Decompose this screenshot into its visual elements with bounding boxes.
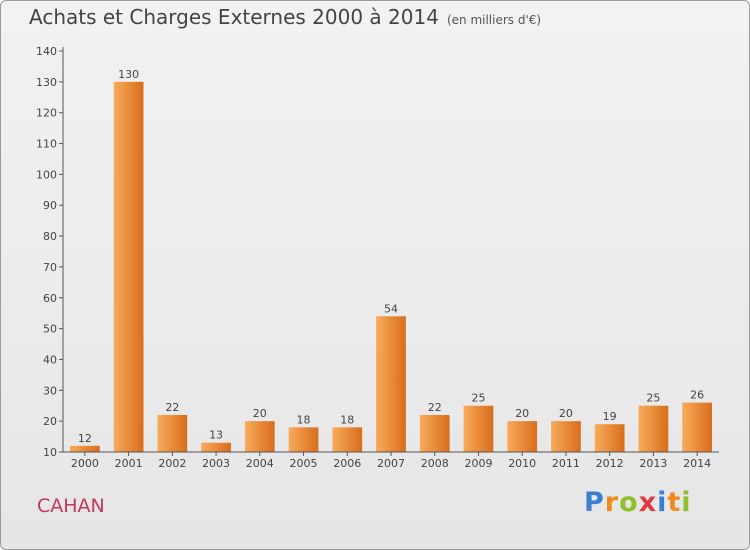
x-tick-label-2003: 2003 xyxy=(202,457,230,470)
x-tick-label-2008: 2008 xyxy=(421,457,449,470)
y-tick-label: 20 xyxy=(43,415,57,428)
bar-2007 xyxy=(376,316,406,452)
bar-2011 xyxy=(551,421,581,452)
logo-letter: t xyxy=(667,487,682,518)
x-tick-label-2001: 2001 xyxy=(115,457,143,470)
data-label-2004: 20 xyxy=(253,407,267,420)
data-label-2007: 54 xyxy=(384,302,398,315)
x-tick-label-2012: 2012 xyxy=(596,457,624,470)
bar-2003 xyxy=(201,442,231,452)
bar-2012 xyxy=(594,424,625,452)
y-tick-label: 90 xyxy=(43,199,57,212)
y-tick-label: 120 xyxy=(36,107,57,120)
y-tick-label: 80 xyxy=(43,230,57,243)
data-label-2010: 20 xyxy=(515,407,529,420)
data-label-2011: 20 xyxy=(559,407,573,420)
y-tick-label: 40 xyxy=(43,353,57,366)
bars xyxy=(69,81,713,452)
bar-2010 xyxy=(507,421,538,452)
data-label-2002: 22 xyxy=(165,401,179,414)
data-label-2012: 19 xyxy=(603,410,617,423)
x-tick-label-2011: 2011 xyxy=(552,457,580,470)
proxiti-logo: Proxiti xyxy=(584,487,692,518)
data-label-2008: 22 xyxy=(428,401,442,414)
x-tick-label-2013: 2013 xyxy=(639,457,667,470)
y-tick-label: 60 xyxy=(43,292,57,305)
x-tick-label-2000: 2000 xyxy=(71,457,99,470)
data-label-2003: 13 xyxy=(209,429,223,442)
bar-2008 xyxy=(419,414,450,452)
bar-2000 xyxy=(69,445,100,452)
bar-2004 xyxy=(244,421,275,452)
axes: 10 20 30 40 50 60 70 80 90 100 110 120 130 140 2000 200… xyxy=(36,45,719,470)
chart-subtitle: (en milliers d'€) xyxy=(446,13,542,27)
x-tick-label-2006: 2006 xyxy=(333,457,361,470)
title-text: Achats et Charges Externes 2000 à 2014 xyxy=(29,5,439,29)
data-label-2006: 18 xyxy=(340,413,354,426)
logo-letter: i xyxy=(657,487,668,518)
city-name: CAHAN xyxy=(37,495,105,517)
data-label-2009: 25 xyxy=(471,392,485,405)
bar-2013 xyxy=(638,405,669,452)
data-label-2001: 130 xyxy=(118,68,139,81)
bar-2014 xyxy=(682,402,713,452)
logo-letter: i xyxy=(681,487,692,518)
y-tick-label: 30 xyxy=(43,384,57,397)
data-label-2005: 18 xyxy=(297,413,311,426)
bar-2002 xyxy=(157,414,188,452)
x-tick-label-2007: 2007 xyxy=(377,457,405,470)
y-tick-label: 10 xyxy=(43,446,57,459)
x-tick-label-2010: 2010 xyxy=(508,457,536,470)
y-tick-label: 70 xyxy=(43,261,57,274)
logo-letter: o xyxy=(619,487,639,518)
bar-2009 xyxy=(463,405,494,452)
data-label-2014: 26 xyxy=(690,389,704,402)
logo-letter: P xyxy=(584,487,605,518)
data-label-2013: 25 xyxy=(646,392,660,405)
chart-title: Achats et Charges Externes 2000 à 2014 (e… xyxy=(29,5,541,29)
x-tick-label-2005: 2005 xyxy=(290,457,318,470)
y-tick-label: 130 xyxy=(36,76,57,89)
x-tick-label-2014: 2014 xyxy=(683,457,711,470)
logo-letter: r xyxy=(604,487,620,518)
bar-2005 xyxy=(288,427,319,452)
y-tick-label: 50 xyxy=(43,323,57,336)
bar-2006 xyxy=(332,427,363,452)
data-labels: 12 130 22 13 20 18 18 54 22 25 20 20 19 25 26 xyxy=(78,68,704,445)
data-label-2000: 12 xyxy=(78,432,92,445)
y-tick-label: 110 xyxy=(36,138,57,151)
x-tick-label-2009: 2009 xyxy=(464,457,492,470)
y-tick-label: 140 xyxy=(36,45,57,58)
y-tick-label: 100 xyxy=(36,168,57,181)
bar-2001 xyxy=(113,81,144,452)
logo-letter: x xyxy=(638,487,658,518)
x-tick-label-2002: 2002 xyxy=(158,457,186,470)
x-tick-label-2004: 2004 xyxy=(246,457,274,470)
